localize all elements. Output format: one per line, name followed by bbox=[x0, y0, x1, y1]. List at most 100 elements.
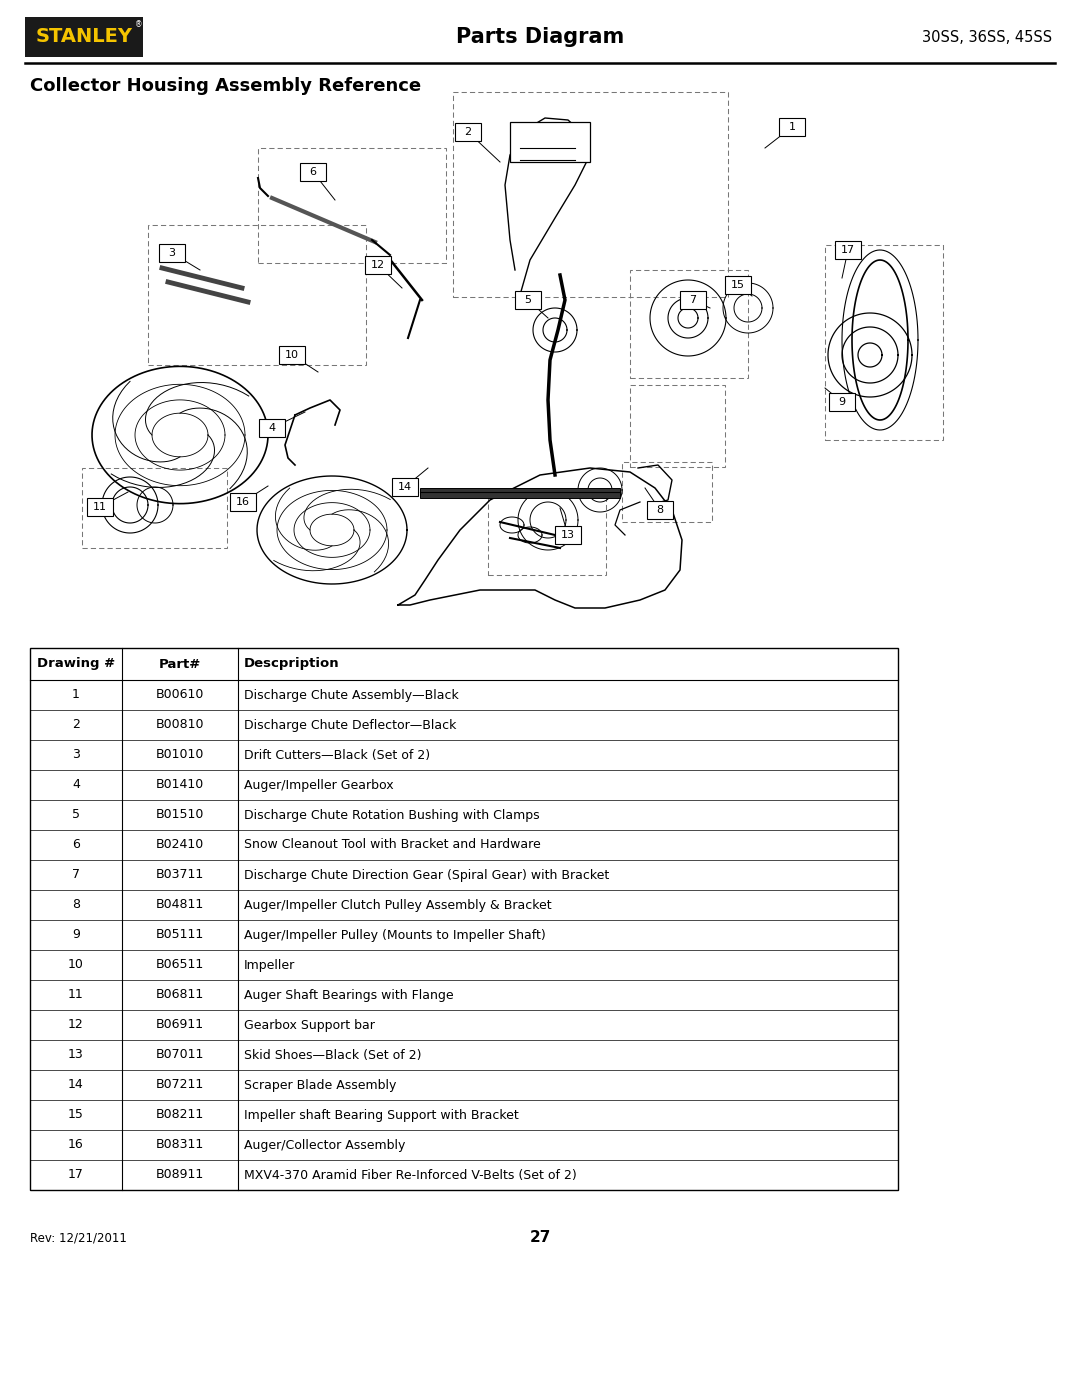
Text: Parts Diagram: Parts Diagram bbox=[456, 27, 624, 47]
Bar bbox=[453, 92, 728, 298]
Text: 9: 9 bbox=[838, 397, 846, 407]
Text: B06511: B06511 bbox=[156, 958, 204, 971]
Text: B03711: B03711 bbox=[156, 869, 204, 882]
Text: 10: 10 bbox=[285, 351, 299, 360]
Bar bbox=[420, 488, 620, 497]
Text: Drift Cutters—Black (Set of 2): Drift Cutters—Black (Set of 2) bbox=[244, 749, 430, 761]
Bar bbox=[279, 346, 305, 365]
Bar bbox=[488, 495, 606, 576]
Text: 2: 2 bbox=[464, 127, 472, 137]
Text: 7: 7 bbox=[72, 869, 80, 882]
Text: 17: 17 bbox=[68, 1168, 84, 1182]
Text: 12: 12 bbox=[68, 1018, 84, 1031]
Text: Auger/Impeller Pulley (Mounts to Impeller Shaft): Auger/Impeller Pulley (Mounts to Impelle… bbox=[244, 929, 545, 942]
Text: 4: 4 bbox=[269, 423, 275, 433]
Text: Auger/Impeller Clutch Pulley Assembly & Bracket: Auger/Impeller Clutch Pulley Assembly & … bbox=[244, 898, 552, 911]
Text: 9: 9 bbox=[72, 929, 80, 942]
Text: 7: 7 bbox=[689, 295, 697, 305]
Text: Discharge Chute Assembly—Black: Discharge Chute Assembly—Black bbox=[244, 689, 459, 701]
Bar bbox=[680, 291, 706, 309]
Bar bbox=[259, 419, 285, 437]
Text: Discharge Chute Direction Gear (Spiral Gear) with Bracket: Discharge Chute Direction Gear (Spiral G… bbox=[244, 869, 609, 882]
Text: 3: 3 bbox=[168, 249, 175, 258]
Text: Descpription: Descpription bbox=[244, 658, 339, 671]
Bar bbox=[630, 386, 725, 467]
Text: 16: 16 bbox=[237, 497, 249, 507]
Text: Snow Cleanout Tool with Bracket and Hardware: Snow Cleanout Tool with Bracket and Hard… bbox=[244, 838, 541, 852]
Text: Impeller shaft Bearing Support with Bracket: Impeller shaft Bearing Support with Brac… bbox=[244, 1108, 518, 1122]
Text: B07211: B07211 bbox=[156, 1078, 204, 1091]
Text: Auger Shaft Bearings with Flange: Auger Shaft Bearings with Flange bbox=[244, 989, 454, 1002]
Text: B08911: B08911 bbox=[156, 1168, 204, 1182]
Text: 5: 5 bbox=[525, 295, 531, 305]
Text: B02410: B02410 bbox=[156, 838, 204, 852]
Bar bbox=[779, 117, 805, 136]
Text: B01010: B01010 bbox=[156, 749, 204, 761]
Bar bbox=[300, 163, 326, 182]
Bar bbox=[25, 17, 143, 57]
Text: 17: 17 bbox=[841, 244, 855, 256]
Text: 16: 16 bbox=[68, 1139, 84, 1151]
Bar bbox=[622, 462, 712, 522]
Text: Rev: 12/21/2011: Rev: 12/21/2011 bbox=[30, 1232, 126, 1245]
Bar bbox=[725, 277, 751, 293]
Bar bbox=[159, 244, 185, 263]
Bar bbox=[148, 225, 366, 365]
Text: B08311: B08311 bbox=[156, 1139, 204, 1151]
Bar bbox=[555, 527, 581, 543]
Text: B05111: B05111 bbox=[156, 929, 204, 942]
Text: 13: 13 bbox=[68, 1049, 84, 1062]
Text: 27: 27 bbox=[529, 1231, 551, 1246]
Text: 1: 1 bbox=[72, 689, 80, 701]
Bar bbox=[82, 468, 227, 548]
Text: Discharge Chute Deflector—Black: Discharge Chute Deflector—Black bbox=[244, 718, 457, 732]
Text: B00610: B00610 bbox=[156, 689, 204, 701]
Text: B00810: B00810 bbox=[156, 718, 204, 732]
Bar bbox=[258, 148, 446, 263]
Text: Discharge Chute Rotation Bushing with Clamps: Discharge Chute Rotation Bushing with Cl… bbox=[244, 809, 540, 821]
Text: 10: 10 bbox=[68, 958, 84, 971]
Text: Auger/Impeller Gearbox: Auger/Impeller Gearbox bbox=[244, 778, 393, 792]
Text: 8: 8 bbox=[72, 898, 80, 911]
Text: 1: 1 bbox=[788, 122, 796, 131]
Text: B01510: B01510 bbox=[156, 809, 204, 821]
Text: 14: 14 bbox=[397, 482, 413, 492]
Text: 11: 11 bbox=[68, 989, 84, 1002]
Text: 6: 6 bbox=[72, 838, 80, 852]
Text: B07011: B07011 bbox=[156, 1049, 204, 1062]
Text: B01410: B01410 bbox=[156, 778, 204, 792]
Bar bbox=[392, 478, 418, 496]
Text: ®: ® bbox=[135, 21, 143, 29]
Text: 14: 14 bbox=[68, 1078, 84, 1091]
Text: Scraper Blade Assembly: Scraper Blade Assembly bbox=[244, 1078, 396, 1091]
Bar bbox=[647, 502, 673, 520]
Bar bbox=[230, 493, 256, 511]
Text: 15: 15 bbox=[68, 1108, 84, 1122]
Bar bbox=[630, 270, 748, 379]
Text: B06811: B06811 bbox=[156, 989, 204, 1002]
Bar bbox=[829, 393, 855, 411]
Text: STANLEY: STANLEY bbox=[36, 28, 133, 46]
Bar bbox=[510, 122, 590, 162]
Text: 4: 4 bbox=[72, 778, 80, 792]
Bar bbox=[835, 242, 861, 258]
Bar bbox=[825, 244, 943, 440]
Bar bbox=[365, 256, 391, 274]
Text: 8: 8 bbox=[657, 504, 663, 515]
Text: B06911: B06911 bbox=[156, 1018, 204, 1031]
Bar bbox=[87, 497, 113, 515]
Bar bbox=[30, 648, 897, 1190]
Text: Impeller: Impeller bbox=[244, 958, 295, 971]
Text: Skid Shoes—Black (Set of 2): Skid Shoes—Black (Set of 2) bbox=[244, 1049, 421, 1062]
Text: B08211: B08211 bbox=[156, 1108, 204, 1122]
Text: 13: 13 bbox=[561, 529, 575, 541]
Text: MXV4-370 Aramid Fiber Re-Inforced V-Belts (Set of 2): MXV4-370 Aramid Fiber Re-Inforced V-Belt… bbox=[244, 1168, 577, 1182]
Text: Drawing #: Drawing # bbox=[37, 658, 116, 671]
Text: 6: 6 bbox=[310, 168, 316, 177]
Text: 5: 5 bbox=[72, 809, 80, 821]
Text: 15: 15 bbox=[731, 279, 745, 291]
Text: Part#: Part# bbox=[159, 658, 201, 671]
Bar bbox=[455, 123, 481, 141]
Text: Collector Housing Assembly Reference: Collector Housing Assembly Reference bbox=[30, 77, 421, 95]
Bar bbox=[515, 291, 541, 309]
